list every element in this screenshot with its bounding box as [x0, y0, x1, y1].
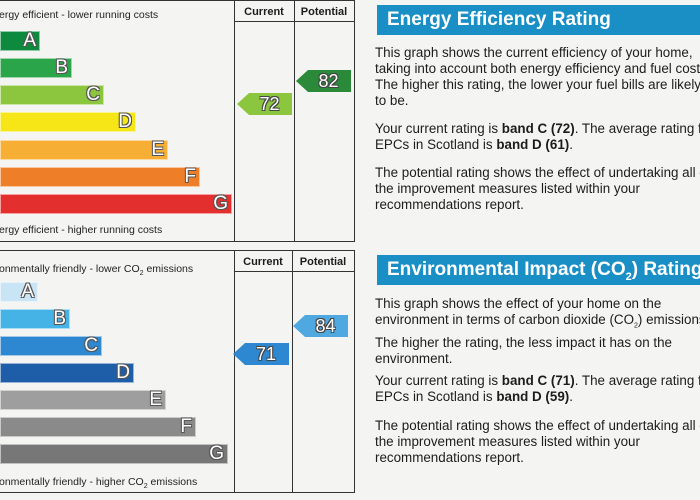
- environment-band-letter: F: [180, 416, 192, 437]
- energy-current-band: band C (72): [501, 121, 575, 136]
- environment-section-title: Environmental Impact (CO2) Rating: [377, 255, 700, 285]
- energy-band-d: D: [0, 111, 136, 132]
- energy-band-letter: F: [184, 166, 196, 187]
- energy-potential-value: 82: [318, 70, 339, 91]
- energy-rating-end: .: [569, 137, 573, 152]
- energy-average-band: band D (61): [496, 137, 570, 152]
- energy-band-e: E: [0, 139, 168, 160]
- energy-potential-text: The potential rating shows the effect of…: [375, 165, 700, 212]
- environment-band-c: C: [0, 335, 102, 356]
- energy-current-rating-text: Your current rating is band C (72). The …: [375, 121, 700, 153]
- environment-potential-header: Potential: [299, 256, 347, 268]
- environment-band-letter: E: [149, 389, 162, 410]
- environment-rating-prefix: Your current rating is: [375, 373, 502, 388]
- energy-rating-mid: . The average rating for EPCs in Scotlan…: [375, 121, 700, 152]
- energy-potential-arrow: 82: [296, 70, 351, 92]
- energy-band-letter: B: [55, 57, 68, 78]
- environment-current-rating-text: Your current rating is band C (71). The …: [375, 373, 700, 405]
- environment-current-arrow: 71: [233, 343, 289, 365]
- energy-band-letter: A: [23, 30, 36, 51]
- environment-band-d: D: [0, 362, 134, 383]
- environment-band-letter: C: [84, 335, 98, 356]
- energy-rating-prefix: Your current rating is: [375, 121, 502, 136]
- energy-current-arrow: 72: [237, 93, 292, 115]
- energy-rating-chart: Current Potential ergy efficient - lower…: [0, 0, 355, 242]
- environment-band-b: B: [0, 308, 70, 329]
- environment-top-caption: onmentally friendly - lower CO2 emission…: [0, 263, 194, 278]
- energy-current-value: 72: [259, 93, 280, 114]
- environment-potential-arrow: 84: [293, 315, 348, 337]
- energy-section-title: Energy Efficiency Rating: [377, 5, 700, 35]
- energy-top-caption: ergy efficient - lower running costs: [0, 9, 159, 21]
- energy-band-letter: C: [86, 84, 100, 105]
- environment-current-header: Current: [243, 256, 283, 268]
- environment-average-band: band D (59): [496, 389, 570, 404]
- environment-current-value: 71: [255, 343, 277, 364]
- environment-band-letter: A: [21, 281, 34, 302]
- environment-band-g: G: [0, 443, 228, 464]
- energy-band-b: B: [0, 57, 72, 78]
- environment-band-letter: G: [209, 443, 224, 464]
- energy-band-letter: E: [151, 139, 164, 160]
- energy-band-c: C: [0, 84, 104, 105]
- energy-band-f: F: [0, 166, 200, 187]
- environment-rating-mid: . The average rating for EPCs in Scotlan…: [375, 373, 700, 404]
- energy-potential-header: Potential: [300, 6, 348, 18]
- environment-current-band: band C (71): [501, 373, 575, 388]
- environment-band-e: E: [0, 389, 166, 410]
- energy-band-letter: D: [118, 111, 132, 132]
- environment-potential-value: 84: [315, 315, 336, 336]
- energy-band-g: G: [0, 193, 232, 214]
- energy-band-a: A: [0, 30, 40, 51]
- environment-band-letter: B: [53, 308, 66, 329]
- environment-band-f: F: [0, 416, 196, 437]
- environment-potential-text: The potential rating shows the effect of…: [375, 418, 700, 465]
- energy-band-letter: G: [213, 193, 228, 214]
- energy-bottom-caption: ergy efficient - higher running costs: [0, 224, 163, 236]
- environment-band-a: A: [0, 281, 38, 302]
- environment-rating-end: .: [569, 389, 573, 404]
- environment-rating-chart: Current Potential onmentally friendly - …: [0, 250, 355, 493]
- energy-current-header: Current: [244, 6, 284, 18]
- environment-bottom-caption: onmentally friendly - higher CO2 emissio…: [0, 476, 198, 491]
- energy-description: This graph shows the current efficiency …: [375, 45, 700, 108]
- environment-description: This graph shows the effect of your home…: [375, 296, 700, 366]
- environment-band-letter: D: [116, 362, 130, 383]
